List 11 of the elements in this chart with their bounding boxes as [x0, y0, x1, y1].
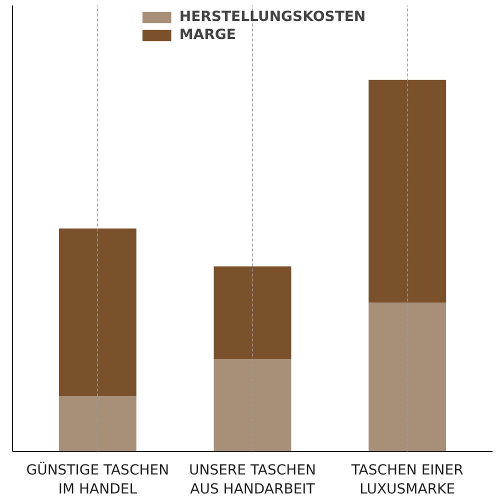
x-tick-label: TASCHEN EINER LUXUSMARKE — [350, 462, 464, 498]
bar — [368, 80, 446, 302]
x-tick-label: UNSERE TASCHEN AUS HANDARBEIT — [188, 462, 316, 498]
x-tick-label: GÜNSTIGE TASCHEN IM HANDEL — [26, 462, 170, 498]
bar — [368, 302, 446, 452]
bar — [214, 266, 292, 359]
legend-label: MARGE — [179, 27, 236, 43]
bar — [214, 358, 292, 452]
bar — [58, 228, 136, 396]
legend-label: HERSTELLUNGSKOSTEN — [179, 9, 366, 25]
bar — [58, 396, 136, 452]
